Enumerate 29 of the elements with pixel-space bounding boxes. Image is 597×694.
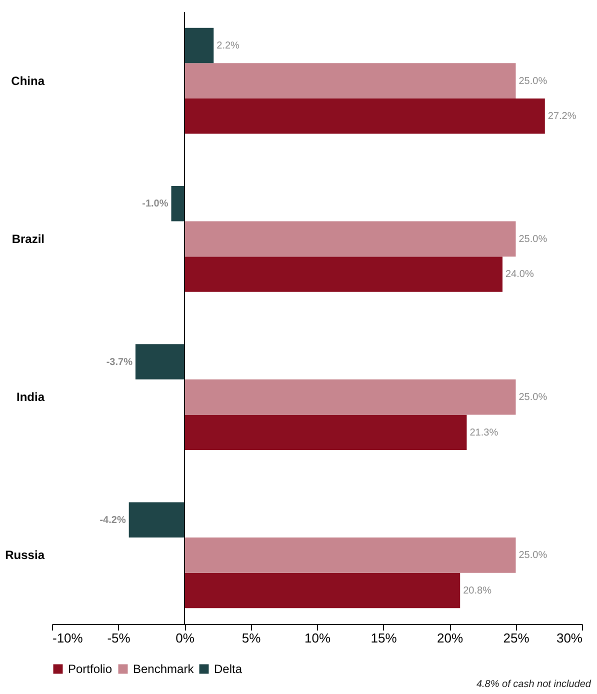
y-tick-label: China	[11, 74, 45, 88]
legend-label: Benchmark	[133, 662, 195, 676]
x-tick-label: 10%	[304, 630, 331, 646]
x-tick-label: 0%	[176, 630, 195, 646]
data-label: -4.2%	[100, 514, 126, 526]
x-tick-label: -5%	[107, 630, 131, 646]
legend-label: Delta	[214, 662, 242, 676]
data-label: -3.7%	[106, 356, 133, 368]
x-tick-label: 20%	[436, 630, 464, 646]
data-label: 25.0%	[518, 550, 548, 562]
data-label: 2.2%	[216, 40, 240, 52]
x-tick-label: 30%	[556, 630, 583, 646]
legend-label: Portfolio	[68, 662, 112, 676]
data-label: 25.0%	[518, 392, 548, 404]
y-tick-label: India	[16, 390, 45, 404]
y-tick-label: Russia	[5, 548, 45, 562]
data-label: 25.0%	[518, 234, 548, 245]
x-tick-label: 15%	[370, 630, 398, 646]
data-label: 27.2%	[548, 111, 576, 122]
data-label: 25.0%	[518, 76, 548, 87]
x-tick-label: 25%	[503, 630, 530, 646]
y-tick-label: Brazil	[12, 232, 44, 246]
data-label: 21.3%	[470, 427, 498, 438]
data-label: 24.0%	[506, 269, 534, 280]
data-label: -1.0%	[142, 198, 168, 210]
text: 4.8% of cash not included	[476, 679, 591, 690]
data-label: 20.8%	[463, 586, 492, 597]
x-tick-label: -10%	[52, 630, 84, 646]
x-tick-label: 5%	[242, 630, 262, 646]
